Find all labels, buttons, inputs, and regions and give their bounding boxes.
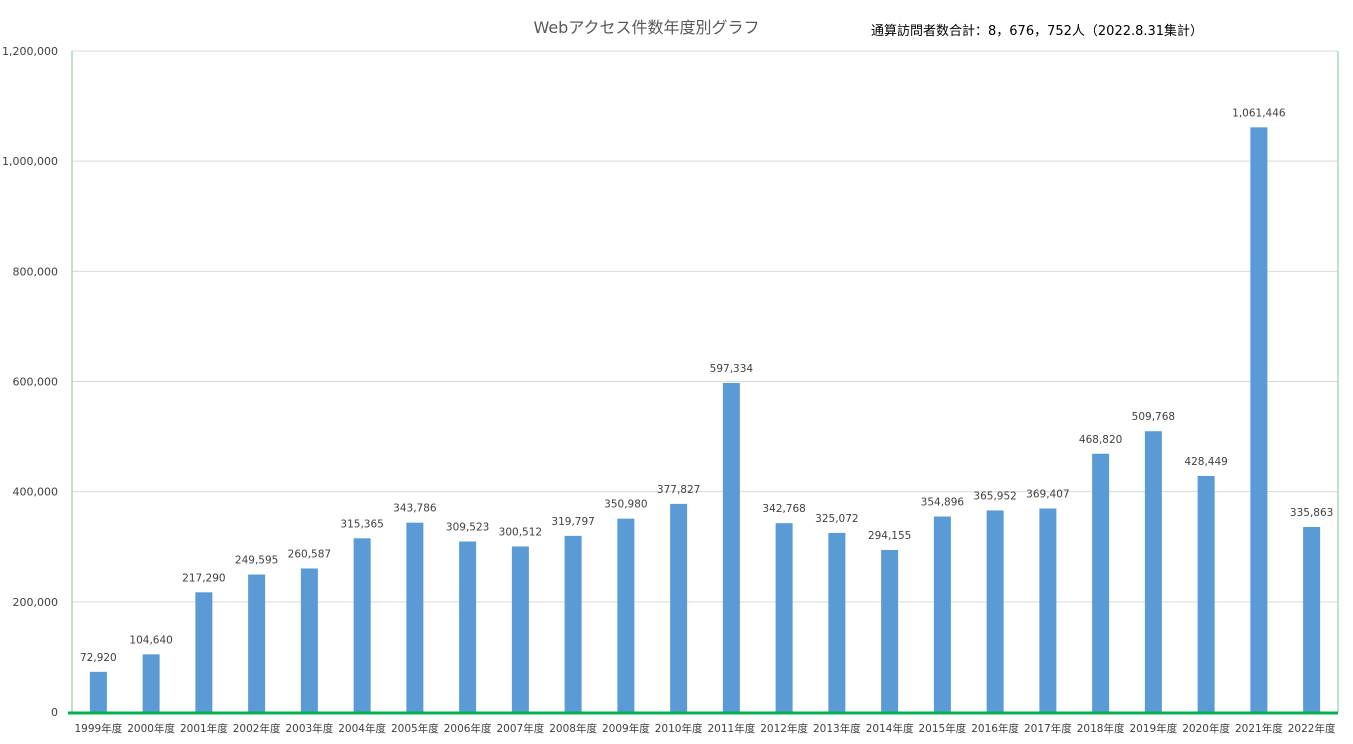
x-tick-label: 2001年度 — [180, 722, 228, 735]
y-tick-label: 800,000 — [13, 265, 59, 278]
data-label: 217,290 — [182, 572, 225, 584]
data-label: 294,155 — [868, 530, 911, 542]
y-tick-label: 1,000,000 — [2, 155, 58, 168]
data-label: 260,587 — [288, 548, 331, 560]
bar — [89, 671, 107, 712]
bar — [353, 538, 371, 712]
data-label: 468,820 — [1079, 434, 1122, 446]
x-tick-label: 2018年度 — [1077, 722, 1125, 735]
bar — [511, 546, 529, 712]
y-tick-label: 400,000 — [13, 486, 59, 499]
bar — [1303, 526, 1321, 712]
visitor-total-note: 通算訪問者数合計：8，676，752人（2022.8.31集計） — [871, 24, 1204, 39]
data-label: 325,072 — [815, 513, 858, 525]
bar — [670, 503, 688, 712]
y-tick-label: 200,000 — [13, 596, 59, 609]
x-tick-label: 2020年度 — [1182, 722, 1230, 735]
bar — [1250, 127, 1268, 712]
y-tick-label: 0 — [51, 706, 58, 719]
x-tick-label: 2005年度 — [391, 722, 439, 735]
data-label: 597,334 — [710, 363, 754, 375]
x-tick-label: 2011年度 — [708, 722, 756, 735]
x-tick-label: 1999年度 — [75, 722, 123, 735]
chart-title: Webアクセス件数年度別グラフ — [533, 18, 760, 37]
x-tick-label: 2006年度 — [444, 722, 492, 735]
y-tick-label: 600,000 — [13, 376, 59, 389]
x-tick-label: 2008年度 — [549, 722, 597, 735]
x-tick-label: 2009年度 — [602, 722, 650, 735]
x-tick-label: 2010年度 — [655, 722, 703, 735]
x-tick-label: 2007年度 — [497, 722, 545, 735]
bar — [617, 518, 635, 712]
bar — [459, 541, 477, 712]
data-label: 249,595 — [235, 555, 278, 567]
bar — [248, 574, 266, 712]
bar — [933, 516, 951, 712]
x-tick-label: 2004年度 — [338, 722, 386, 735]
bar — [1039, 508, 1057, 712]
x-tick-label: 2017年度 — [1024, 722, 1072, 735]
bar — [1197, 475, 1215, 712]
bar — [775, 523, 793, 712]
bar — [564, 535, 582, 712]
x-tick-label: 2000年度 — [127, 722, 175, 735]
data-label: 319,797 — [551, 516, 594, 528]
data-label: 350,980 — [604, 499, 647, 511]
data-label: 354,896 — [921, 497, 965, 509]
bar — [406, 522, 424, 712]
bar — [1092, 453, 1110, 712]
x-tick-label: 2014年度 — [866, 722, 914, 735]
data-label: 377,827 — [657, 484, 700, 496]
bar — [1144, 431, 1162, 712]
bar — [300, 568, 318, 712]
x-tick-label: 2019年度 — [1130, 722, 1178, 735]
bar — [828, 532, 846, 712]
data-label: 300,512 — [499, 526, 542, 538]
y-tick-label: 1,200,000 — [2, 45, 58, 58]
data-label: 315,365 — [340, 518, 383, 530]
bar — [722, 382, 740, 712]
data-label: 72,920 — [80, 652, 117, 664]
bar — [881, 549, 899, 712]
data-label: 369,407 — [1026, 489, 1069, 501]
x-tick-label: 2021年度 — [1235, 722, 1283, 735]
data-label: 309,523 — [446, 522, 489, 534]
x-tick-label: 2016年度 — [971, 722, 1019, 735]
data-label: 343,786 — [393, 503, 437, 515]
data-label: 365,952 — [973, 490, 1016, 502]
x-tick-label: 2015年度 — [919, 722, 967, 735]
data-label: 104,640 — [129, 634, 172, 646]
x-tick-label: 2003年度 — [286, 722, 334, 735]
x-tick-label: 2002年度 — [233, 722, 281, 735]
data-label: 428,449 — [1184, 456, 1227, 468]
data-label: 509,768 — [1132, 411, 1175, 423]
bar — [142, 654, 160, 712]
bar — [986, 510, 1004, 712]
bar — [195, 592, 213, 712]
data-label: 1,061,446 — [1232, 107, 1286, 119]
x-tick-label: 2012年度 — [760, 722, 808, 735]
data-label: 342,768 — [762, 503, 805, 515]
x-tick-label: 2013年度 — [813, 722, 861, 735]
x-tick-label: 2022年度 — [1288, 722, 1336, 735]
data-label: 335,863 — [1290, 507, 1333, 519]
